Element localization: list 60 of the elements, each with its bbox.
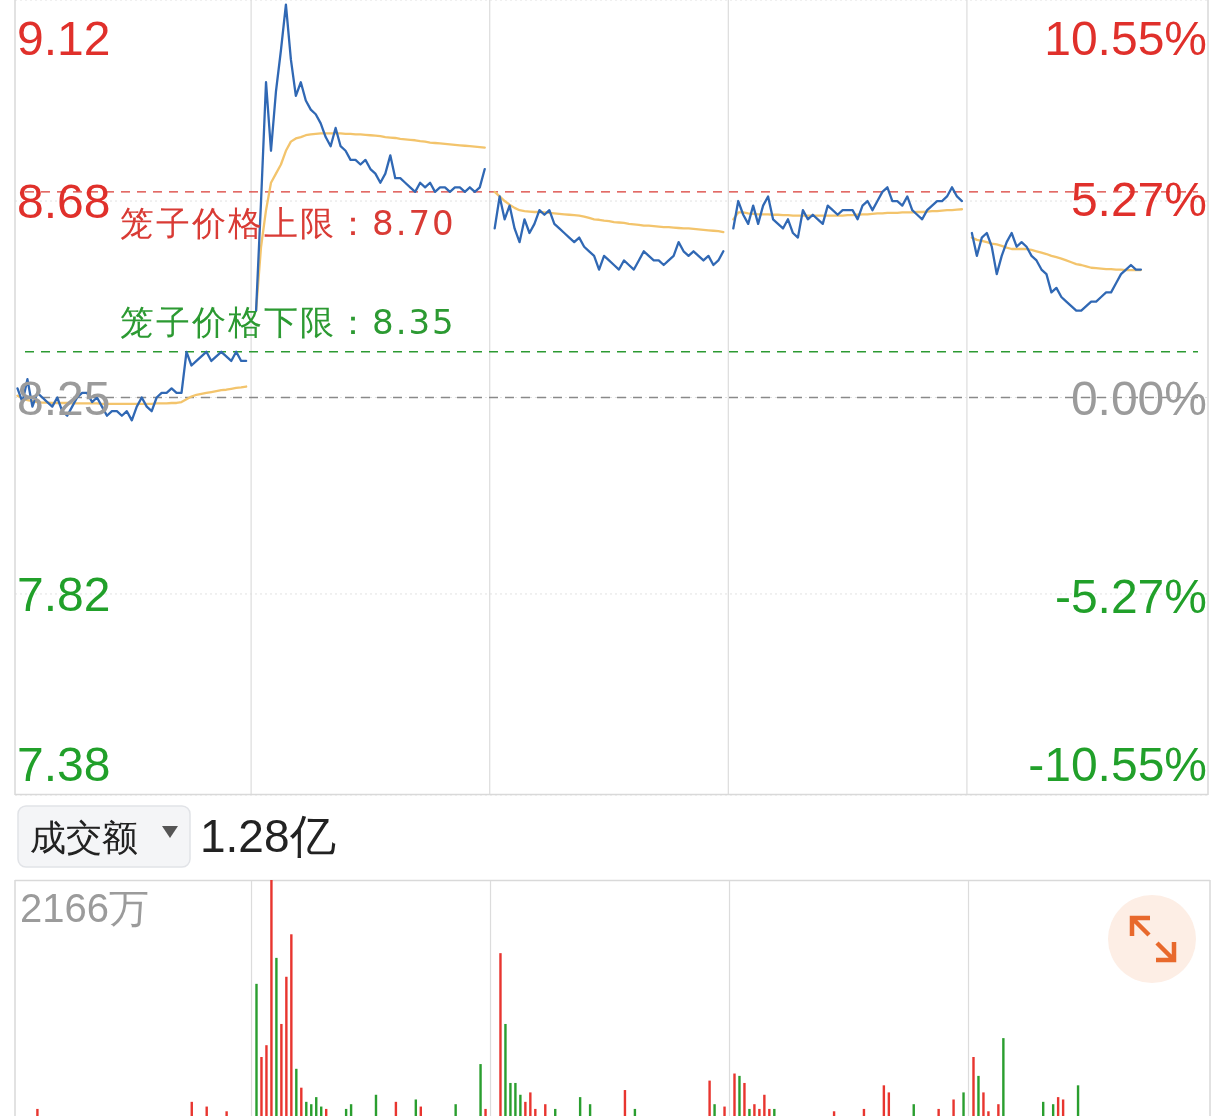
bar — [982, 1092, 985, 1116]
bar — [1002, 1038, 1005, 1116]
bar — [529, 1092, 532, 1116]
dropdown: 成交额 — [17, 805, 191, 868]
bar — [205, 1106, 208, 1116]
ref-line-label: 笼子价格下限：8.35 — [120, 301, 456, 342]
bar — [36, 1108, 39, 1116]
bar — [738, 1075, 741, 1116]
bar — [225, 1111, 228, 1116]
bar — [997, 1104, 1000, 1116]
bar — [524, 1101, 527, 1116]
y2-tick-label: 10.55% — [1044, 12, 1207, 65]
bar — [290, 934, 293, 1116]
y2-tick-label: -5.27% — [1054, 570, 1207, 624]
y-tick-label: 7.82 — [17, 567, 111, 621]
bar — [260, 1057, 263, 1116]
bar — [713, 1104, 716, 1116]
bar — [275, 957, 278, 1116]
bar — [519, 1094, 522, 1116]
bar — [952, 1099, 955, 1116]
bar — [255, 983, 258, 1116]
bar — [300, 1087, 303, 1116]
y-tick-label: 8.68 — [17, 175, 111, 229]
bar — [972, 1057, 975, 1116]
bar — [987, 1111, 990, 1116]
bar — [265, 1045, 268, 1116]
bar — [454, 1104, 457, 1116]
bar — [962, 1092, 965, 1116]
bar — [295, 1068, 298, 1116]
bar — [484, 1108, 487, 1116]
bar — [509, 1082, 512, 1116]
bar — [733, 1073, 736, 1116]
bar — [285, 976, 288, 1116]
chart-subtitle: 1.28亿 — [200, 810, 336, 862]
y2-tick-label: 5.27% — [1070, 172, 1207, 226]
bar — [763, 1094, 766, 1116]
bar — [748, 1108, 751, 1116]
bar — [280, 1023, 283, 1116]
annotation: 2166万 — [20, 886, 149, 930]
chart-title: 成交额 — [30, 817, 138, 858]
bar — [479, 1064, 482, 1116]
bar — [758, 1108, 761, 1116]
bar — [768, 1108, 771, 1116]
bar — [743, 1082, 746, 1116]
y-tick-label: 7.38 — [17, 738, 111, 791]
y2-tick-label: -10.55% — [1028, 738, 1207, 791]
bar — [708, 1080, 711, 1116]
bar — [723, 1106, 726, 1116]
bar — [937, 1108, 940, 1116]
bar — [832, 1111, 836, 1116]
bar — [270, 880, 273, 1116]
bar — [499, 953, 502, 1116]
y-tick-label: 9.12 — [17, 12, 111, 65]
bar — [773, 1108, 776, 1116]
bar — [514, 1082, 517, 1116]
bar — [534, 1108, 537, 1116]
bar — [977, 1075, 980, 1116]
bar — [753, 1104, 756, 1116]
bar — [504, 1023, 507, 1116]
y2-tick-label: 0.00% — [1070, 371, 1207, 425]
